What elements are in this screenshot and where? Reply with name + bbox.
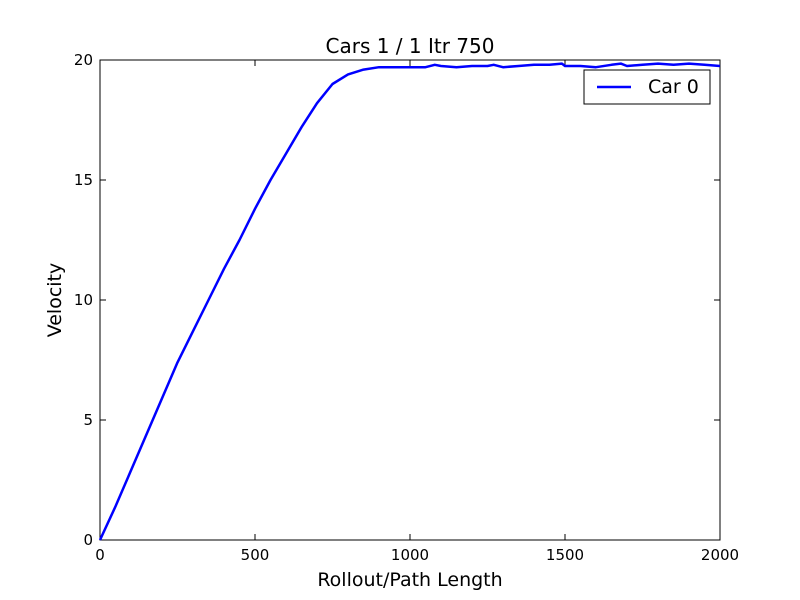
x-tick-label: 1500 xyxy=(546,546,584,564)
legend-box xyxy=(583,69,711,105)
x-tick-label: 0 xyxy=(95,546,105,564)
y-tick-label: 15 xyxy=(74,171,93,189)
y-tick-label: 10 xyxy=(74,291,93,309)
legend-label: Car 0 xyxy=(648,76,699,98)
x-tick-label: 1000 xyxy=(391,546,429,564)
chart-title: Cars 1 / 1 Itr 750 xyxy=(326,34,495,58)
series-line-car-0 xyxy=(98,62,721,541)
x-tick-label: 500 xyxy=(241,546,270,564)
y-tick-label: 5 xyxy=(83,411,93,429)
x-axis-label: Rollout/Path Length xyxy=(317,569,502,591)
y-tick-label: 20 xyxy=(74,51,93,69)
axis-ticks: 0 500 1000 1500 2000 0 5 10 15 20 xyxy=(74,51,739,564)
plot-area xyxy=(99,59,721,541)
y-tick-label: 0 xyxy=(83,531,93,549)
x-tick-label: 2000 xyxy=(701,546,739,564)
legend: Car 0 xyxy=(583,69,711,105)
y-axis-label: Velocity xyxy=(44,263,66,338)
